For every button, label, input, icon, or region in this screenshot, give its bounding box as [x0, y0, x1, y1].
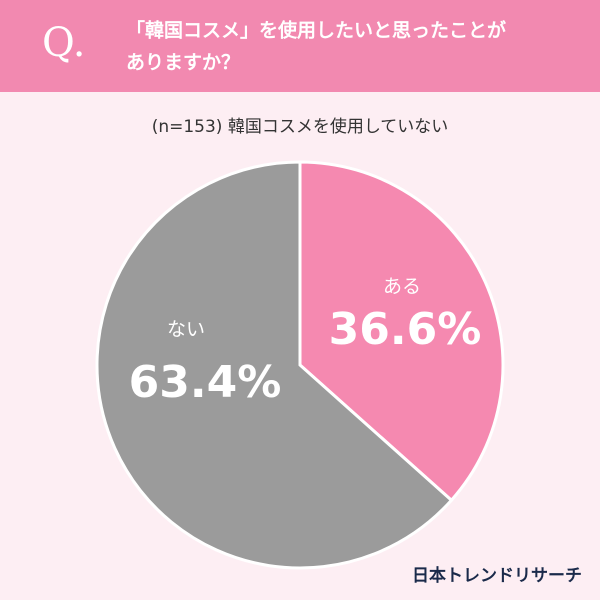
pie-slice [298, 160, 505, 503]
header-band [0, 0, 600, 92]
title-line: 「韓国コスメ」を使用したいと思ったことが [126, 19, 506, 42]
slice-value-label: 36.6% [329, 304, 482, 355]
source-logo: 日本トレンドリサーチ [412, 565, 582, 586]
slice-category: ある [383, 276, 421, 298]
slice-category: ない [167, 319, 205, 341]
slice-value-label: 63.4% [129, 357, 282, 408]
question-prefix: Q. [42, 20, 86, 66]
pie-slice [95, 160, 454, 570]
subtitle: (n=153) 韓国コスメを使用していない [152, 116, 449, 137]
title-line: ありますか？ [126, 52, 240, 74]
